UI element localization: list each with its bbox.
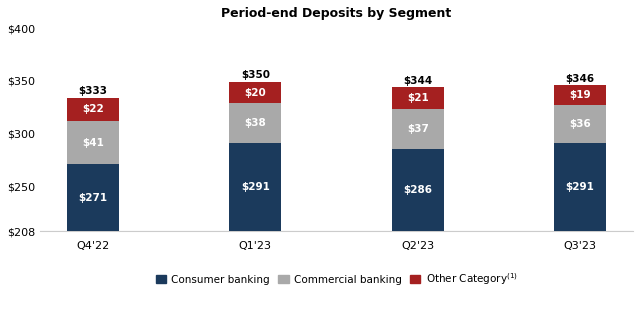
Text: $291: $291: [566, 182, 595, 192]
Bar: [554, 143, 606, 231]
Text: $344: $344: [403, 76, 433, 86]
Text: $350: $350: [241, 70, 270, 80]
Bar: [67, 164, 119, 231]
Text: $22: $22: [82, 104, 104, 115]
Bar: [229, 103, 282, 143]
Text: $346: $346: [566, 74, 595, 83]
Text: $333: $333: [79, 86, 108, 96]
Text: $38: $38: [244, 118, 266, 128]
Text: $291: $291: [241, 182, 270, 192]
Bar: [392, 109, 444, 149]
Legend: Consumer banking, Commercial banking, Other Category$^{(1)}$: Consumer banking, Commercial banking, Ot…: [152, 267, 522, 291]
Bar: [392, 149, 444, 231]
Text: $20: $20: [244, 87, 266, 98]
Text: $271: $271: [79, 193, 108, 203]
Text: $41: $41: [82, 138, 104, 148]
Title: Period-end Deposits by Segment: Period-end Deposits by Segment: [221, 7, 452, 20]
Text: $21: $21: [407, 93, 429, 104]
Text: $19: $19: [570, 90, 591, 100]
Bar: [554, 105, 606, 143]
Bar: [229, 82, 282, 103]
Text: $36: $36: [569, 119, 591, 129]
Bar: [67, 98, 119, 121]
Text: $37: $37: [407, 124, 429, 134]
Bar: [392, 87, 444, 109]
Bar: [67, 121, 119, 164]
Bar: [554, 85, 606, 105]
Bar: [229, 143, 282, 231]
Text: $286: $286: [403, 185, 432, 195]
